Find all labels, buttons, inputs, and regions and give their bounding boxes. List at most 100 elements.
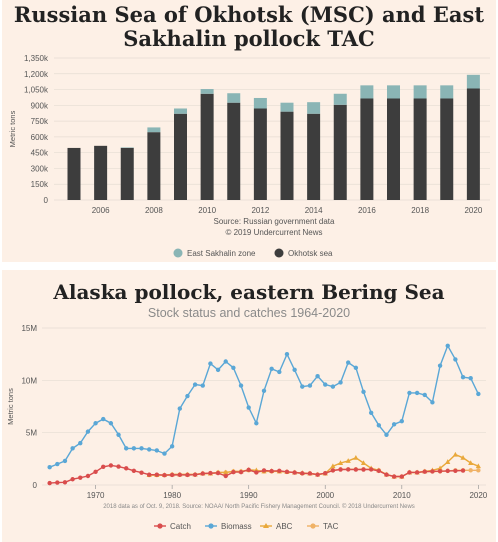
biomass-point [177,406,182,411]
bar-east-sakhalin-zone [333,93,347,105]
biomass-point [437,363,443,368]
biomass-point [254,421,259,426]
x-tick-label: 2006 [92,206,110,215]
y-tick-label: 450k [31,149,49,158]
biomass-point [215,367,221,373]
biomass-point [231,365,236,370]
biomass-point [284,351,290,357]
biomass-point [146,447,152,452]
biomass-point [391,422,397,427]
catch-point [323,470,328,476]
abc-point [337,460,344,466]
catch-point [231,469,236,475]
x-tick-label: 2020 [464,206,482,215]
bar-east-sakhalin-zone [307,102,321,114]
x-tick-label: 2020 [469,491,487,500]
catch-point [162,472,167,478]
abc-point [445,459,451,464]
biomass-point [422,392,427,398]
catch-point [146,472,152,477]
bar-okhotsk-sea [174,113,187,200]
biomass-point [338,380,343,385]
biomass-point [223,359,228,364]
biomass-point [307,383,313,388]
abc-point [330,463,336,469]
x-tick-label: 2014 [305,206,323,215]
y-tick-label: 1,350k [24,54,49,63]
catch-point [422,469,427,474]
bar-okhotsk-sea [387,98,400,200]
biomass-point [200,383,205,388]
bar-okhotsk-sea [120,147,134,200]
legend-label: ABC [276,522,293,531]
bering-chart-panel: Alaska pollock, eastern Bering Sea Stock… [2,270,496,542]
abc-point [460,454,466,460]
biomass-point [453,357,458,362]
catch-point [185,472,190,478]
catch-point [307,471,313,476]
x-tick-label: 2008 [145,206,163,215]
biomass-point [476,391,481,397]
catch-point [284,469,290,475]
y-tick-label: 900k [31,101,49,110]
catch-point [131,468,137,473]
biomass-point [460,374,466,380]
biomass-point [323,382,328,387]
x-tick-label: 2016 [358,206,376,215]
legend-swatch [157,523,163,529]
bar-okhotsk-sea [307,113,321,200]
biomass-point [353,365,359,370]
catch-point [78,475,83,480]
biomass-point [468,376,473,381]
x-tick-label: 2010 [393,491,411,500]
bar-east-sakhalin-zone [466,74,480,89]
biomass-point [208,361,213,366]
catch-point [215,470,221,476]
catch-point [85,473,91,479]
bering-chart-subtitle: Stock status and catches 1964-2020 [147,306,351,320]
bar-okhotsk-sea [94,145,108,200]
catch-point [261,468,267,473]
biomass-point [185,393,190,399]
biomass-point [101,416,106,422]
source-text: Source: Russian government data [214,217,336,226]
catch-point [269,468,274,474]
biomass-point [368,410,374,415]
catch-point [430,469,435,474]
catch-point [376,468,382,474]
bar-east-sakhalin-zone [440,85,454,99]
abc-point [353,454,359,460]
catch-point [300,471,305,476]
legend-swatch [263,523,269,528]
biomass-point [162,451,167,456]
biomass-point [238,383,244,388]
x-tick-label: 2010 [198,206,216,215]
biomass-point [384,432,389,437]
catch-point [453,468,458,473]
catch-point [368,467,374,472]
x-tick-label: 1980 [163,491,181,500]
catch-point [192,472,198,477]
catch-point [277,468,282,473]
biomass-point [93,421,98,426]
okhotsk-chart-title-line2: Sakhalin pollock TAC [123,26,375,51]
catch-point [414,470,420,475]
y-tick-label: 10M [21,376,37,385]
okhotsk-chart-title-line1: Russian Sea of Okhotsk (MSC) and East [13,2,485,27]
tac-point [468,468,473,473]
y-axis-label: Metric tons [6,388,15,425]
y-tick-label: 5M [26,429,37,438]
biomass-point [300,384,305,389]
biomass-point [116,432,121,437]
bar-okhotsk-sea [280,111,294,200]
biomass-point [124,446,129,451]
catch-point [70,477,75,482]
catch-point [384,472,389,477]
catch-point [254,470,259,475]
y-tick-label: 600k [31,133,49,142]
biomass-point [261,388,267,393]
biomass-point [376,423,382,428]
tac-point [476,468,481,473]
catch-point [108,463,114,468]
y-tick-label: 150k [31,180,49,189]
